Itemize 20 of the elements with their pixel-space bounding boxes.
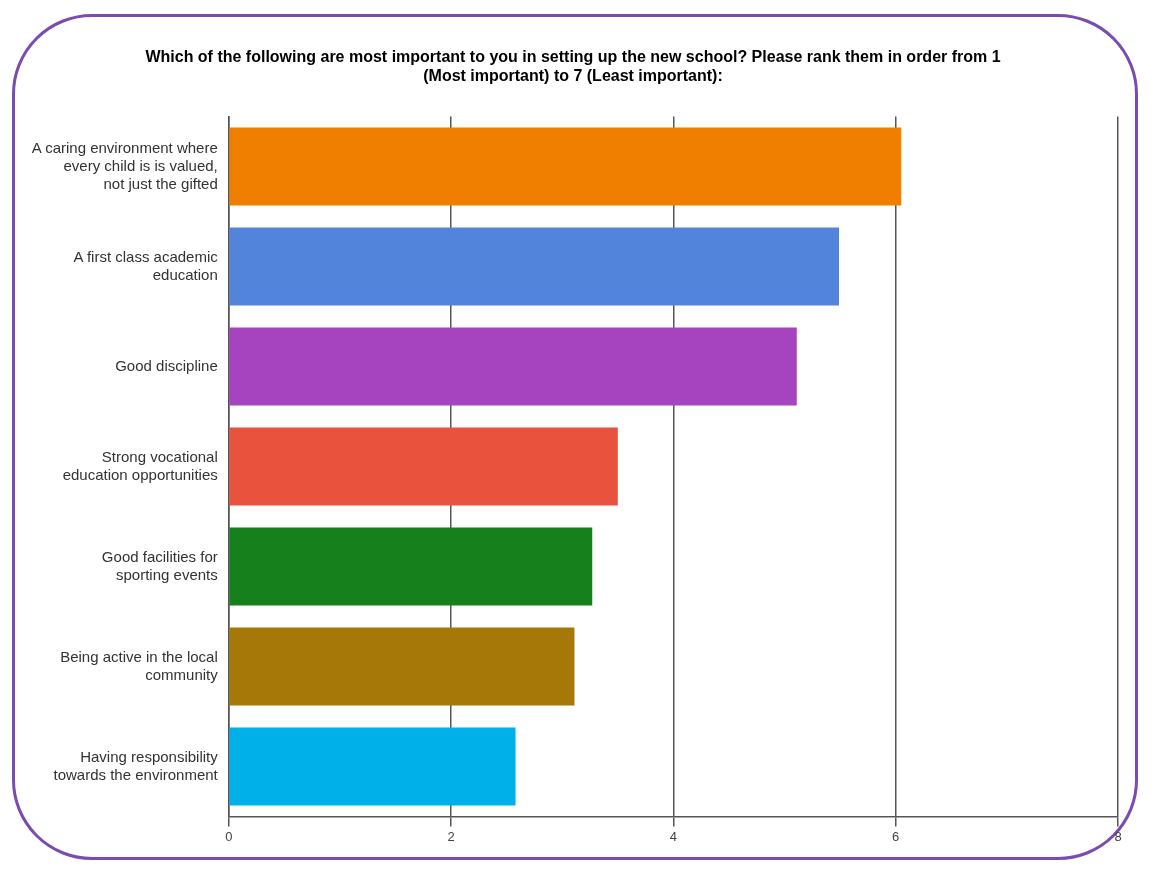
bar <box>229 227 839 306</box>
y-tick-label: Being active in the local community <box>60 647 219 683</box>
bar <box>229 327 797 406</box>
x-tick-label: 8 <box>1114 828 1122 844</box>
x-tick-label: 0 <box>225 828 233 844</box>
y-tick-label: Good discipline <box>115 356 218 374</box>
x-tick-label: 6 <box>892 828 900 844</box>
bar <box>229 427 618 506</box>
bar <box>229 127 902 206</box>
y-tick-label: Having responsibility towards the environment <box>53 747 219 783</box>
y-tick-label: Good facilities for sporting events <box>101 547 218 583</box>
y-tick-label: A first class academic education <box>73 247 219 283</box>
bar <box>229 627 575 706</box>
y-tick-label: Strong vocational education opportunities <box>62 447 218 483</box>
chart-title: Which of the following are most important to you in setting up the new school? Please rank them in order from 1 (Most important) to 7 (Least important): <box>145 48 1001 85</box>
x-tick-label: 2 <box>447 828 455 844</box>
bar <box>229 727 516 806</box>
bar <box>229 527 593 606</box>
y-tick-label: A caring environment where every child is is valued, not just the gifted <box>31 138 218 192</box>
x-tick-label: 4 <box>669 828 677 844</box>
